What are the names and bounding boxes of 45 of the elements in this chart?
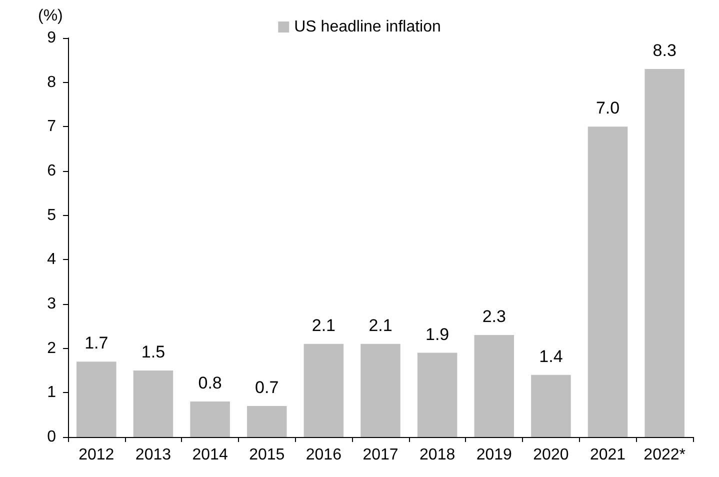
data-label: 1.5 <box>141 342 166 362</box>
bar <box>360 344 400 437</box>
y-tick-label: 7 <box>47 118 56 136</box>
y-tick-label: 1 <box>47 384 56 402</box>
data-label: 1.7 <box>84 334 108 353</box>
legend-label: US headline inflation <box>294 18 441 36</box>
data-label: 7.0 <box>596 98 620 118</box>
y-tick-label: 3 <box>47 296 56 312</box>
x-tick-label: 2021 <box>590 446 626 464</box>
data-label: 8.3 <box>652 41 676 60</box>
x-tick-label: 2013 <box>135 446 172 464</box>
data-label: 0.7 <box>255 378 279 397</box>
y-tick-label: 4 <box>47 251 56 268</box>
bar <box>417 352 458 437</box>
x-tick-label: 2017 <box>362 446 398 464</box>
data-label: 2.3 <box>482 307 506 326</box>
data-label: 2.1 <box>312 316 336 335</box>
data-label: 1.4 <box>539 346 563 366</box>
x-tick-label: 2016 <box>306 446 342 464</box>
data-label: 0.8 <box>198 374 222 393</box>
x-tick-label: 2015 <box>249 446 285 464</box>
bar <box>588 126 628 437</box>
bar <box>246 406 287 437</box>
y-axis-title: (%) <box>38 8 63 24</box>
x-tick-label: 2022* <box>644 446 686 464</box>
y-tick-label: 9 <box>47 30 56 46</box>
x-tick-label: 2019 <box>476 446 512 464</box>
bar <box>644 69 684 437</box>
data-label: 2.1 <box>368 316 392 335</box>
y-tick-label: 0 <box>47 428 56 446</box>
bar <box>190 402 230 437</box>
y-tick-label: 6 <box>47 162 56 180</box>
bar <box>474 335 514 437</box>
y-tick-label: 8 <box>47 74 56 91</box>
y-tick-label: 2 <box>47 340 56 357</box>
x-tick-label: 2012 <box>78 446 114 464</box>
x-tick-label: 2018 <box>420 446 456 464</box>
x-tick-label: 2020 <box>533 446 569 464</box>
y-tick-label: 5 <box>47 206 56 224</box>
data-label: 1.9 <box>426 324 450 344</box>
bar <box>76 362 116 437</box>
x-tick-label: 2014 <box>192 446 228 464</box>
bar <box>531 374 571 437</box>
bar <box>304 344 344 437</box>
bar <box>133 370 174 437</box>
